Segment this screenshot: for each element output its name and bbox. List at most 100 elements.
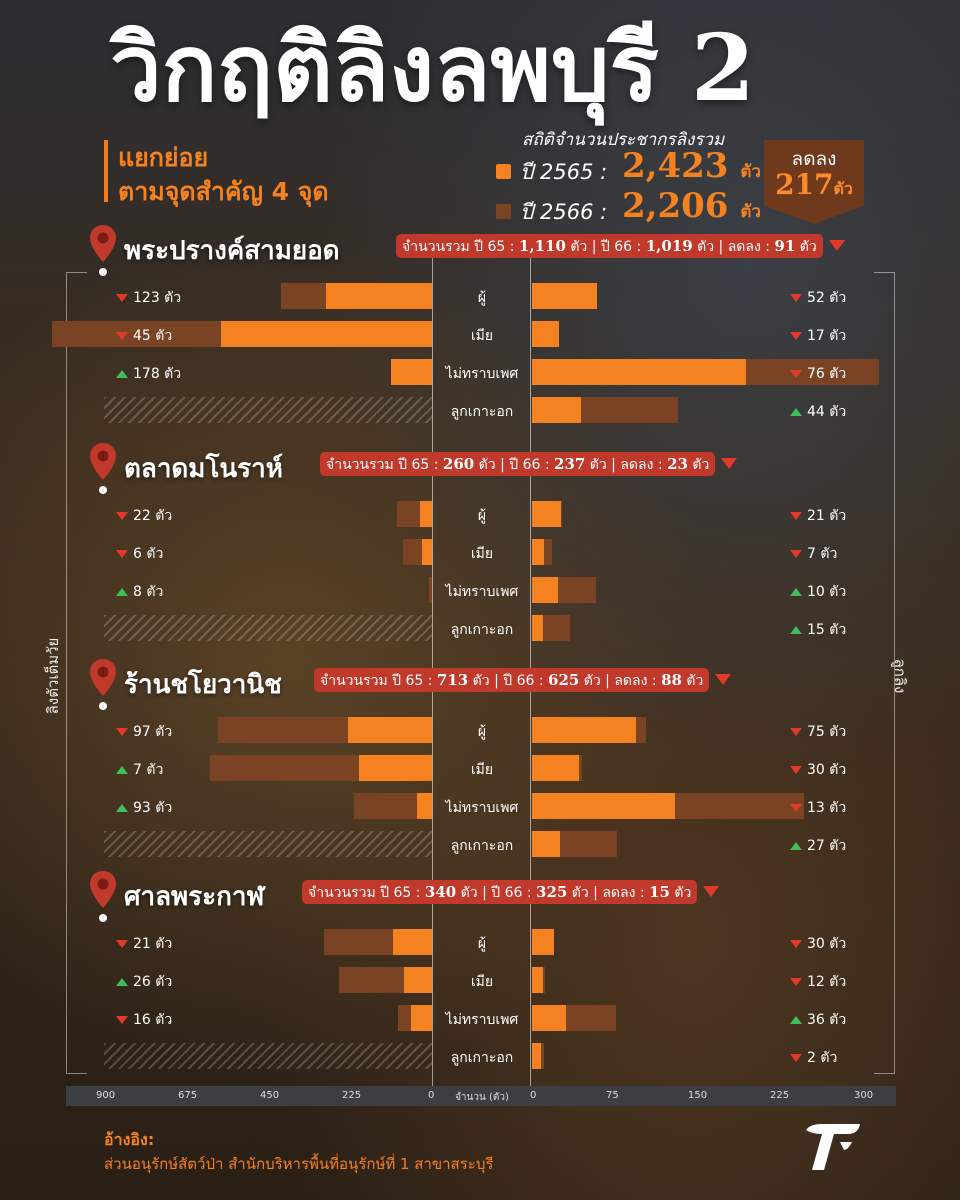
increase-arrow-icon (116, 370, 128, 378)
section-summary: จำนวนรวม ปี 65 : 1,110 ตัว | ปี 66 : 1,0… (396, 234, 823, 258)
left-side-label: ลิงตัวเต็มวัย (44, 637, 62, 715)
brand-logo-icon (806, 1124, 860, 1170)
adult-bar-2565 (281, 283, 327, 309)
decrease-arrow-icon (116, 332, 128, 340)
adult-change-label: 22 ตัว (116, 505, 172, 527)
location-dot (99, 486, 107, 494)
subtitle-line-2: ตามจุดสำคัญ 4 จุด (118, 177, 329, 206)
summary-part-tail: ตัว | ลดลง : (697, 239, 770, 255)
young-change-label: 36 ตัว (790, 1009, 846, 1031)
decrease-arrow-icon (790, 332, 802, 340)
section-name: พระปรางค์สามยอด (124, 236, 340, 266)
right-tick-2: 150 (688, 1090, 708, 1101)
summary-part-end: ตัว (686, 673, 704, 689)
adult-bar-2565 (353, 793, 418, 819)
summary-part-end: ตัว (692, 457, 710, 473)
adult-change-label: 26 ตัว (116, 971, 172, 993)
adult-bar-2566 (410, 1005, 432, 1031)
left-tick-0: 900 (96, 1090, 116, 1101)
summary-part-v66: 625 (548, 671, 580, 689)
right-tick-1: 75 (606, 1090, 619, 1101)
young-bar-2565 (561, 501, 563, 527)
young-bar-2566 (532, 755, 580, 781)
summary-part-mid: ตัว | ปี 66 : (478, 457, 550, 473)
decrease-badge (764, 140, 864, 224)
location-dot (99, 702, 107, 710)
young-bar-2565 (540, 1043, 545, 1069)
adult-bar-2566 (326, 283, 432, 309)
young-bar-2566 (532, 793, 676, 819)
young-bar-2566 (532, 359, 746, 385)
adult-change-label: 8 ตัว (116, 581, 163, 603)
increase-arrow-icon (116, 978, 128, 986)
adult-bar-2566 (417, 793, 432, 819)
decrease-arrow-icon (116, 1016, 128, 1024)
adult-change-text: 8 ตัว (133, 584, 164, 600)
young-change-label: 76 ตัว (790, 363, 846, 385)
summary-decrease-arrow-icon (829, 240, 845, 251)
decrease-arrow-icon (116, 512, 128, 520)
no-adult-data-hatch (104, 831, 432, 857)
adult-bar-2565 (398, 1005, 411, 1031)
increase-arrow-icon (790, 1016, 802, 1024)
adult-bar-2566 (348, 717, 432, 743)
category-label: ผู้ (477, 290, 487, 306)
young-bar-2566 (532, 615, 544, 641)
adult-change-label: 93 ตัว (116, 797, 172, 819)
decrease-arrow-icon (116, 728, 128, 736)
section-name: ตลาดมโนราห์ (124, 454, 283, 484)
summary-part-tail: ตัว | ลดลง : (571, 885, 645, 901)
young-bar-2566 (532, 1043, 541, 1069)
total-2566: 2,206 ตัว (622, 186, 761, 226)
young-change-text: 27 ตัว (807, 838, 847, 854)
young-change-label: 13 ตัว (790, 797, 846, 819)
young-bar-2565 (745, 359, 880, 385)
adult-change-text: 22 ตัว (133, 508, 173, 524)
decrease-arrow-icon (790, 370, 802, 378)
decrease-arrow-icon (790, 940, 802, 948)
increase-arrow-icon (790, 626, 802, 634)
adult-bar-2565 (397, 501, 420, 527)
young-bar-2565 (557, 577, 596, 603)
young-change-text: 52 ตัว (807, 290, 847, 306)
summary-part-end: ตัว (799, 239, 817, 255)
increase-arrow-icon (116, 804, 128, 812)
adult-change-text: 45 ตัว (133, 328, 173, 344)
adult-bar-2566 (403, 967, 432, 993)
summary-part-tail: ตัว | ลดลง : (589, 457, 663, 473)
legend-label-2565: ปี 2565 : (520, 160, 608, 184)
adult-change-label: 16 ตัว (116, 1009, 172, 1031)
decrease-arrow-icon (790, 978, 802, 986)
adult-change-label: 123 ตัว (116, 287, 181, 309)
right-tick-3: 225 (770, 1090, 790, 1101)
adult-change-text: 16 ตัว (133, 1012, 173, 1028)
young-bar-2566 (532, 967, 544, 993)
adult-bar-2566 (419, 501, 432, 527)
reference-text: ส่วนอนุรักษ์สัตว์ป่า สำนักบริหารพื้นที่อ… (104, 1155, 494, 1173)
young-change-text: 12 ตัว (807, 974, 847, 990)
summary-part-dec: 23 (667, 455, 688, 473)
category-label: ไม่ทราบเพศ (445, 800, 519, 816)
adult-change-label: 7 ตัว (116, 759, 163, 781)
category-label: เมีย (470, 328, 494, 344)
young-bar-2566 (532, 501, 562, 527)
young-change-label: 27 ตัว (790, 835, 846, 857)
category-label: เมีย (470, 546, 494, 562)
young-bar-2565 (543, 615, 571, 641)
adult-bar-2565 (428, 577, 432, 603)
young-change-label: 15 ตัว (790, 619, 846, 641)
young-bar-2566 (532, 539, 545, 565)
adult-change-text: 97 ตัว (133, 724, 173, 740)
adult-bar-2565 (52, 321, 221, 347)
young-change-text: 21 ตัว (807, 508, 847, 524)
young-bar-2566 (532, 929, 555, 955)
category-label: เมีย (470, 762, 494, 778)
adult-change-label: 21 ตัว (116, 933, 172, 955)
summary-part-v65: 713 (436, 671, 469, 689)
young-bar-2565 (581, 397, 678, 423)
young-change-label: 7 ตัว (790, 543, 837, 565)
adult-bar-2565 (210, 755, 360, 781)
total-2565-unit: ตัว (740, 162, 761, 182)
adult-change-text: 123 ตัว (133, 290, 182, 306)
young-change-text: 17 ตัว (807, 328, 847, 344)
